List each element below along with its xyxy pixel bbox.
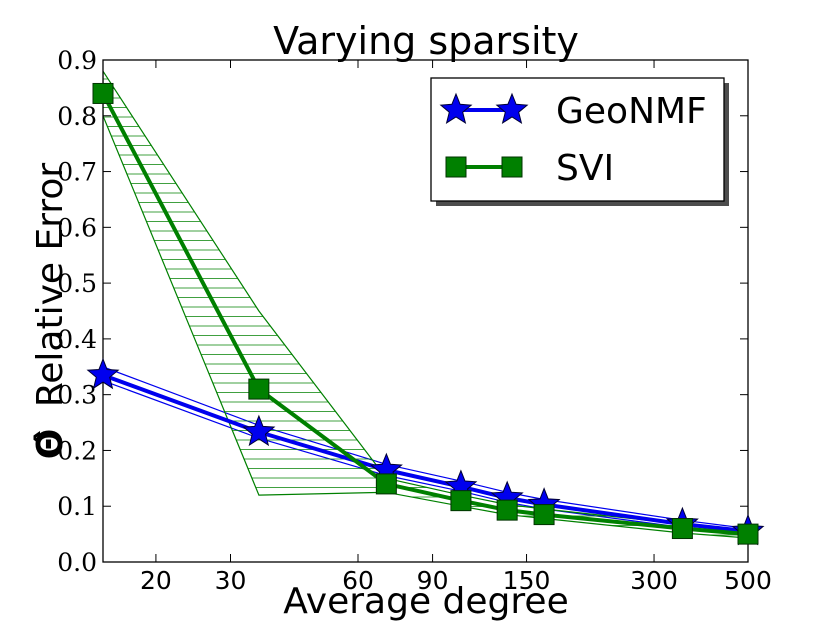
data-point-svi <box>248 378 270 400</box>
confidence-band-svi <box>103 70 748 539</box>
data-point-svi <box>533 504 555 526</box>
legend-label: SVI <box>556 148 614 189</box>
data-point-svi <box>496 499 518 521</box>
y-tick-label: 0.5 <box>57 269 97 298</box>
x-tick-label: 90 <box>417 566 449 595</box>
y-tick-label: 0.3 <box>57 381 97 410</box>
series-line-geonmf <box>103 373 748 534</box>
y-tick-label: 0.4 <box>57 325 97 354</box>
y-axis-label-symbol: Θ̂ <box>30 429 71 460</box>
x-tick-label: 150 <box>503 566 551 595</box>
data-point-svi <box>737 523 759 545</box>
data-point-svi <box>450 490 472 512</box>
confidence-band-geonmf <box>103 366 748 535</box>
series-line-svi <box>103 92 748 537</box>
y-tick-label: 0.9 <box>57 46 97 75</box>
x-tick-label: 300 <box>630 566 678 595</box>
y-tick-label: 0.1 <box>57 492 97 521</box>
x-tick-label: 500 <box>724 566 772 595</box>
y-tick-label: 0.7 <box>57 158 97 187</box>
y-tick-label: 0.0 <box>57 548 97 577</box>
data-point-svi <box>375 473 397 495</box>
data-point-geonmf <box>86 357 120 390</box>
x-tick-label: 20 <box>140 566 172 595</box>
svg-text:Θ̂ Relative Error: Θ̂ Relative Error <box>30 163 71 460</box>
y-tick-label: 0.6 <box>57 213 97 242</box>
y-axis-label: Θ̂ Relative Error <box>30 163 71 460</box>
legend-box <box>430 77 725 202</box>
legend: GeoNMF SVI <box>430 77 729 206</box>
data-point-svi <box>92 82 114 104</box>
legend-entry-svi: SVI <box>445 148 614 189</box>
x-axis-label: Average degree <box>283 581 568 622</box>
plot-frame <box>102 59 749 563</box>
x-tick-label: 60 <box>342 566 374 595</box>
legend-label: GeoNMF <box>556 91 707 132</box>
y-axis-label-text: Relative Error <box>30 163 71 408</box>
data-point-geonmf <box>242 414 276 447</box>
chart-title: Varying sparsity <box>273 19 579 63</box>
y-tick-label: 0.8 <box>57 102 97 131</box>
y-tick-label: 0.2 <box>57 436 97 465</box>
x-tick-label: 30 <box>215 566 247 595</box>
data-point-svi <box>671 518 693 540</box>
legend-entry-geonmf: GeoNMF <box>439 91 707 132</box>
